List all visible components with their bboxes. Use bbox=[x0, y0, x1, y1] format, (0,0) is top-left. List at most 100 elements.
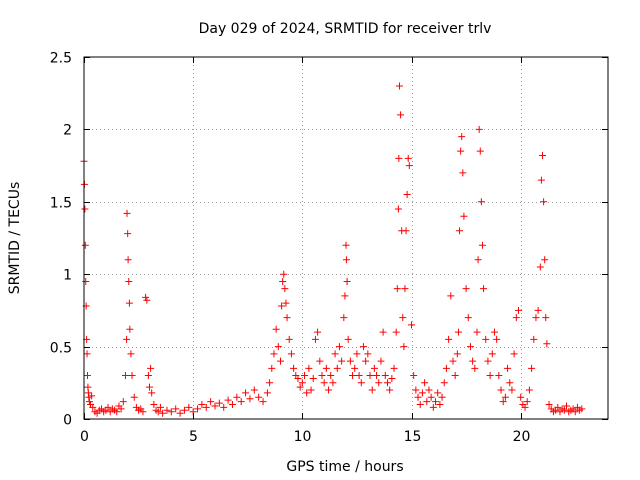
data-point bbox=[476, 147, 484, 155]
x-tick-label: 5 bbox=[189, 429, 198, 445]
data-point bbox=[82, 277, 90, 285]
y-axis-label: SRMTID / TECUs bbox=[7, 182, 23, 295]
data-point bbox=[475, 125, 483, 133]
data-point bbox=[274, 343, 282, 351]
data-point bbox=[410, 372, 418, 380]
data-point bbox=[268, 364, 276, 372]
data-point bbox=[436, 401, 444, 409]
data-point bbox=[540, 198, 548, 206]
data-point bbox=[272, 325, 280, 333]
grid-lines bbox=[84, 57, 608, 419]
data-point bbox=[438, 393, 446, 401]
data-point bbox=[124, 256, 132, 264]
data-point bbox=[497, 386, 505, 394]
data-point bbox=[121, 372, 129, 380]
data-point bbox=[401, 285, 409, 293]
data-point bbox=[523, 398, 531, 406]
data-point bbox=[198, 401, 206, 409]
data-point bbox=[395, 154, 403, 162]
data-point bbox=[89, 403, 97, 411]
data-point bbox=[123, 209, 131, 217]
data-point bbox=[469, 357, 477, 365]
data-point bbox=[316, 357, 324, 365]
data-point bbox=[532, 314, 540, 322]
data-point bbox=[423, 398, 431, 406]
data-point bbox=[366, 372, 374, 380]
data-point bbox=[451, 372, 459, 380]
data-point bbox=[534, 306, 542, 314]
data-point bbox=[124, 230, 132, 238]
data-point bbox=[159, 409, 167, 417]
data-point bbox=[211, 402, 219, 410]
data-point bbox=[228, 401, 236, 409]
data-point bbox=[440, 379, 448, 387]
data-point bbox=[125, 277, 133, 285]
data-point bbox=[117, 405, 125, 413]
data-point bbox=[123, 335, 131, 343]
x-tick-label: 0 bbox=[80, 429, 89, 445]
x-tick-label: 15 bbox=[404, 429, 422, 445]
data-point bbox=[418, 389, 426, 397]
data-point bbox=[412, 386, 420, 394]
data-point bbox=[296, 383, 304, 391]
data-point bbox=[499, 398, 507, 406]
data-point bbox=[359, 343, 367, 351]
data-point bbox=[403, 191, 411, 199]
data-point bbox=[266, 379, 274, 387]
data-point bbox=[447, 292, 455, 300]
data-point bbox=[408, 321, 415, 329]
x-axis-label: GPS time / hours bbox=[286, 459, 403, 475]
data-point bbox=[143, 296, 151, 304]
data-point bbox=[563, 402, 571, 410]
data-point bbox=[536, 263, 544, 271]
data-point bbox=[85, 398, 93, 406]
y-tick-label: 0.5 bbox=[50, 341, 72, 357]
data-point bbox=[215, 399, 223, 407]
data-point bbox=[255, 393, 263, 401]
data-point bbox=[301, 372, 309, 380]
data-point bbox=[477, 198, 485, 206]
data-point bbox=[298, 379, 306, 387]
data-point bbox=[320, 379, 328, 387]
data-point bbox=[381, 372, 389, 380]
data-point bbox=[504, 364, 512, 372]
data-point bbox=[471, 364, 479, 372]
data-point bbox=[329, 379, 337, 387]
data-point bbox=[482, 335, 490, 343]
data-point bbox=[488, 350, 496, 358]
data-point bbox=[541, 256, 549, 264]
data-point bbox=[506, 379, 514, 387]
data-point bbox=[537, 176, 545, 184]
data-point bbox=[144, 372, 152, 380]
data-point bbox=[542, 314, 550, 322]
data-point bbox=[432, 398, 440, 406]
data-point bbox=[85, 393, 93, 401]
data-point bbox=[341, 292, 349, 300]
data-point bbox=[421, 379, 429, 387]
data-point bbox=[154, 408, 162, 416]
data-point bbox=[490, 328, 498, 336]
data-point bbox=[130, 393, 138, 401]
data-point bbox=[349, 372, 357, 380]
data-point bbox=[172, 405, 180, 413]
data-point bbox=[279, 277, 287, 285]
plot-frame bbox=[83, 56, 609, 420]
y-tick-label: 0 bbox=[63, 413, 72, 429]
data-point bbox=[220, 403, 228, 411]
data-point bbox=[318, 372, 326, 380]
data-points bbox=[80, 82, 586, 417]
data-point bbox=[83, 372, 91, 380]
data-point bbox=[474, 256, 482, 264]
y-tick-label: 1.5 bbox=[50, 196, 72, 212]
data-point bbox=[128, 372, 136, 380]
data-point bbox=[486, 372, 494, 380]
data-point bbox=[282, 299, 290, 307]
data-point bbox=[368, 386, 376, 394]
data-point bbox=[370, 364, 378, 372]
data-point bbox=[343, 277, 351, 285]
data-point bbox=[478, 241, 486, 249]
data-point bbox=[543, 340, 551, 348]
y-tick-label: 2.5 bbox=[50, 51, 72, 67]
data-point bbox=[514, 306, 522, 314]
